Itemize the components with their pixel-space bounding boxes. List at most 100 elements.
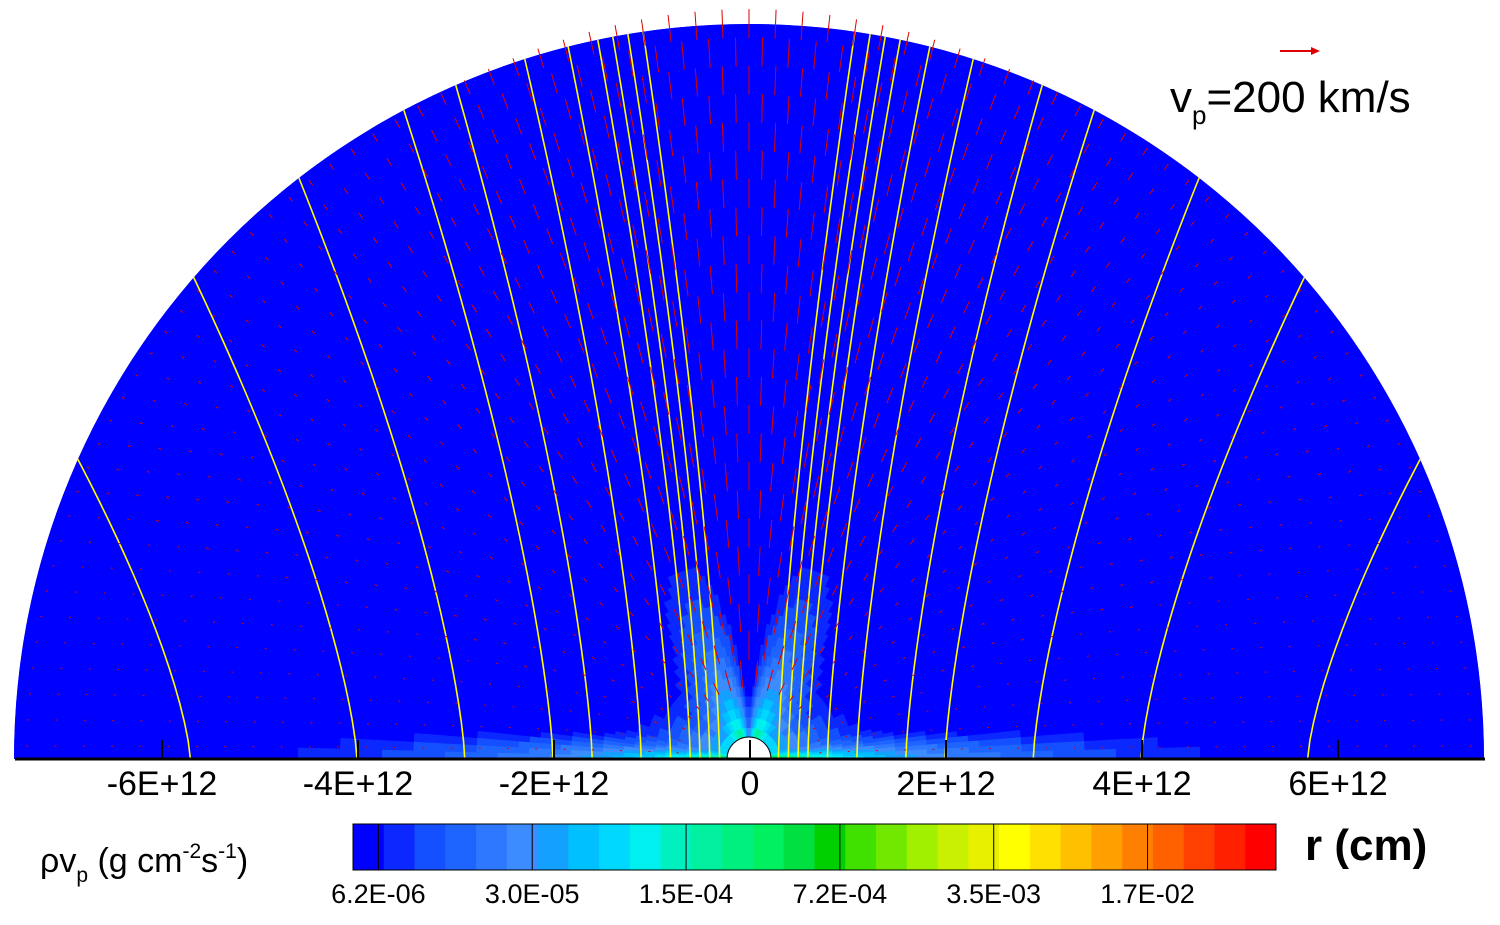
contour-cell: [779, 360, 792, 374]
contour-cell: [725, 464, 735, 477]
contour-cell: [392, 730, 404, 742]
contour-cell: [703, 329, 717, 342]
contour-cell: [989, 745, 1002, 754]
contour-cell: [1114, 719, 1127, 731]
contour-cell: [744, 611, 750, 623]
contour-cell: [748, 590, 754, 602]
contour-cell: [1093, 721, 1106, 733]
contour-cell: [692, 330, 706, 344]
contour-cell: [1041, 734, 1054, 745]
contour-cell: [1082, 722, 1095, 734]
contour-cell: [731, 433, 742, 445]
contour-cell: [989, 738, 1002, 747]
contour-cell: [444, 734, 457, 745]
contour-cell: [729, 401, 741, 414]
contour-cell: [775, 402, 787, 415]
contour-cell: [697, 372, 710, 385]
contour-cell: [741, 485, 750, 497]
contour-cell: [729, 391, 741, 403]
contour-cell: [707, 371, 720, 384]
contour-cell: [339, 726, 352, 739]
contour-cell: [1156, 725, 1169, 738]
contour-cell: [748, 338, 761, 351]
contour-cell: [770, 328, 784, 341]
contour-cell: [702, 318, 716, 332]
contour-cell: [350, 727, 363, 740]
contour-cell: [1040, 726, 1053, 737]
contour-cell: [727, 349, 739, 361]
contour-cell: [722, 423, 733, 435]
contour-cell: [691, 394, 703, 407]
contour-cell: [360, 748, 372, 759]
contour-cell: [423, 733, 436, 743]
contour-cell: [1050, 717, 1063, 728]
contour-cell: [958, 747, 970, 754]
contour-cell: [402, 731, 415, 742]
contour-cell: [360, 728, 373, 740]
contour-cell: [734, 485, 743, 498]
contour-cell: [748, 370, 760, 382]
contour-cell: [321, 691, 335, 705]
contour-cell: [720, 402, 732, 414]
contour-cell: [391, 739, 404, 751]
contour-cell: [1145, 715, 1158, 729]
contour-cell: [768, 370, 780, 383]
contour-cell: [732, 443, 742, 456]
contour-cell: [475, 737, 488, 746]
contour-cell: [773, 434, 784, 447]
contour-cell: [788, 372, 801, 385]
contour-cell: [1105, 739, 1117, 751]
contour-cell: [755, 485, 764, 498]
contour-cell: [689, 383, 702, 397]
contour-cell: [1052, 742, 1065, 752]
contour-cell: [1060, 716, 1074, 727]
contour-cell: [517, 746, 530, 754]
contour-cell: [372, 709, 386, 722]
contour-cell: [714, 328, 728, 341]
contour-cell: [1009, 730, 1022, 739]
contour-cell: [762, 475, 772, 488]
contour-cell: [465, 736, 478, 746]
contour-cell: [340, 715, 353, 729]
contour-cell: [1168, 736, 1180, 749]
contour-cell: [968, 746, 981, 754]
contour-cell: [768, 360, 781, 373]
contour-cell: [726, 475, 736, 488]
contour-cell: [748, 538, 756, 550]
contour-cell: [905, 749, 918, 756]
contour-cell: [694, 415, 706, 428]
contour-cell: [1094, 739, 1107, 751]
contour-cell: [748, 569, 755, 581]
contour-cell: [737, 317, 750, 330]
contour-cell: [755, 496, 764, 508]
contour-cell: [1080, 704, 1093, 716]
contour-cell: [1121, 697, 1135, 711]
contour-cell: [1084, 740, 1096, 751]
contour-cell: [1101, 701, 1114, 713]
contour-cell: [507, 745, 519, 754]
contour-cell: [309, 700, 323, 715]
contour-cell: [392, 721, 405, 733]
contour-cell: [719, 391, 731, 404]
contour-cell: [329, 725, 342, 738]
contour-cell: [738, 370, 750, 382]
contour-cell: [739, 401, 750, 414]
contour-cell: [1132, 696, 1146, 709]
contour-cell: [748, 506, 757, 518]
contour-cell: [381, 729, 394, 741]
contour-cell: [1092, 711, 1105, 724]
contour-cell: [916, 749, 928, 756]
contour-cell: [740, 443, 750, 456]
contour-cell: [748, 580, 755, 592]
contour-cell: [748, 464, 758, 477]
contour-cell: [748, 433, 758, 445]
contour-cell: [740, 433, 750, 445]
contour-cell: [774, 423, 785, 436]
contour-cell: [710, 392, 722, 405]
contour-cell: [351, 706, 365, 719]
contour-cell: [730, 527, 738, 540]
contour-cell: [318, 736, 330, 749]
contour-cell: [718, 370, 730, 383]
contour-cell: [730, 412, 741, 424]
contour-cell: [434, 725, 447, 736]
